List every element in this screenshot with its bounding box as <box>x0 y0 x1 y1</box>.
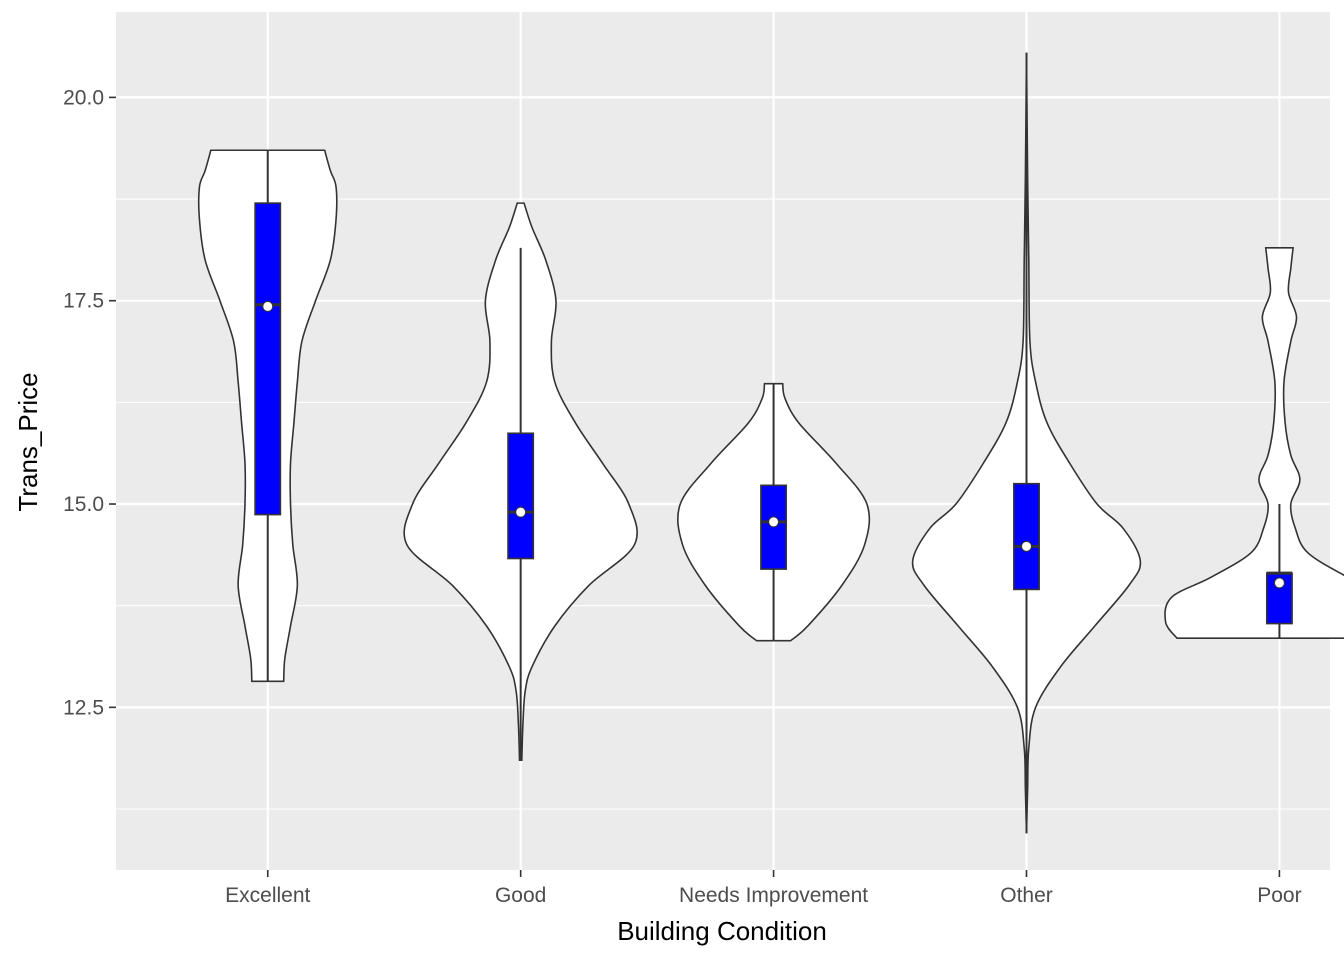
box-good <box>507 432 535 560</box>
mean-point-excellent <box>262 300 274 312</box>
y-tick-label: 17.5 <box>63 290 104 313</box>
violin-poor <box>1164 247 1344 640</box>
x-tick-label: Poor <box>1257 884 1301 907</box>
x-tick-label: Other <box>1000 884 1053 907</box>
y-axis: 12.5 15.0 17.5 20.0 <box>63 86 116 719</box>
y-tick-label: 15.0 <box>63 493 104 516</box>
y-axis-title: Trans_Price <box>13 372 43 511</box>
y-tick-label: 12.5 <box>63 696 104 719</box>
plot-panel <box>116 12 1330 870</box>
box-excellent <box>254 202 282 516</box>
x-axis: Excellent Good Needs Improvement Other Poor <box>225 870 1302 907</box>
x-tick-label: Needs Improvement <box>679 884 868 907</box>
mean-point-needs-improvement <box>768 516 780 528</box>
box-other <box>1013 482 1040 591</box>
x-tick-label: Excellent <box>225 884 310 907</box>
boxplot-layer <box>254 52 1293 834</box>
mean-point-good <box>515 506 527 518</box>
x-tick-label: Good <box>495 884 546 907</box>
mean-point-other <box>1021 540 1032 552</box>
mean-point-poor <box>1273 577 1285 589</box>
y-tick-label: 20.0 <box>63 86 104 109</box>
x-axis-title: Building Condition <box>617 916 827 946</box>
